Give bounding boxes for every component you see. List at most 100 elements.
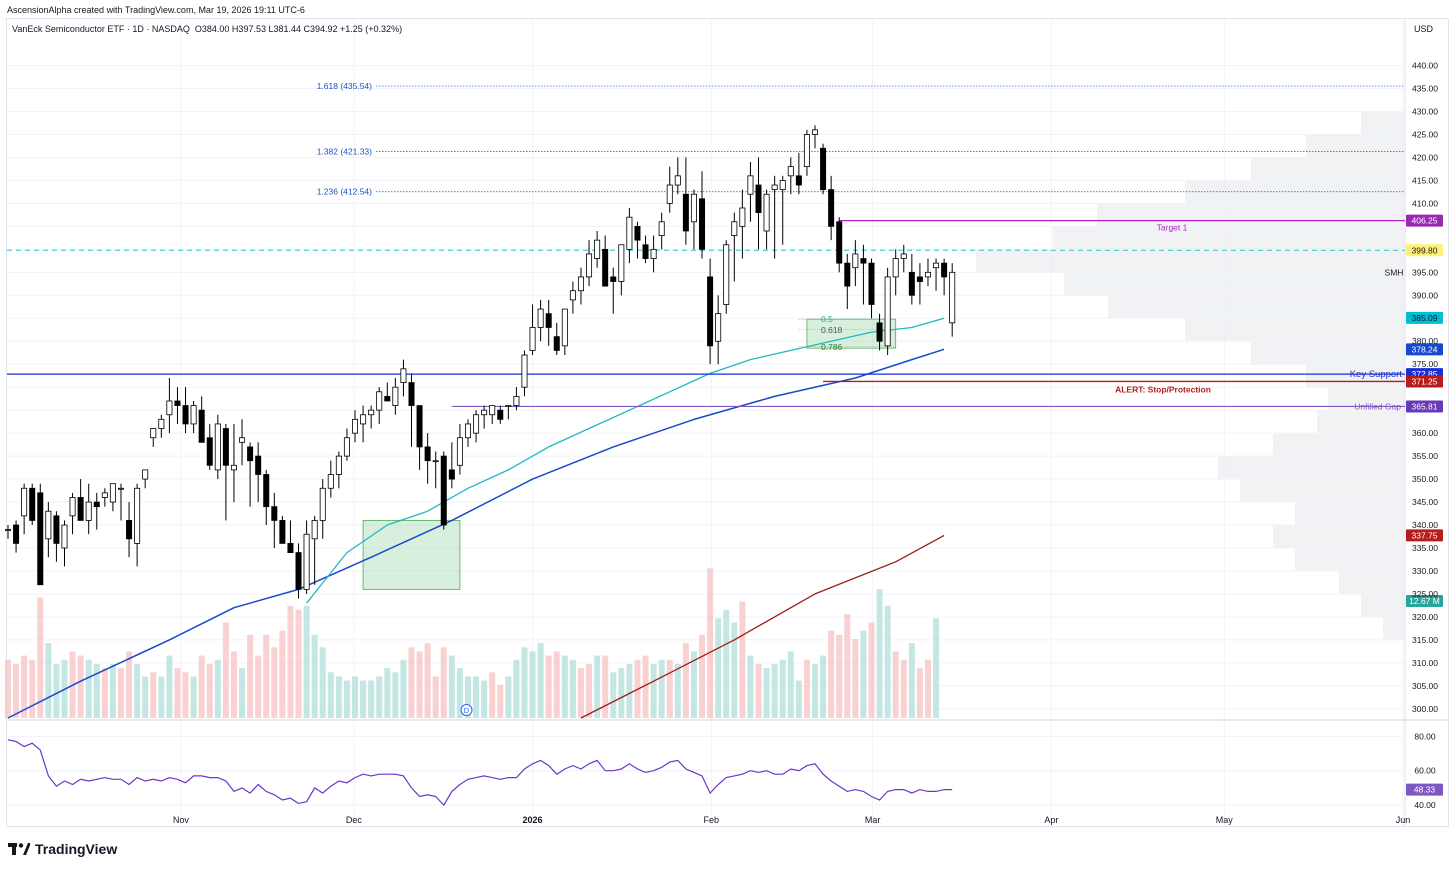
- candle[interactable]: [448, 442, 455, 489]
- candle[interactable]: [949, 263, 956, 337]
- candle[interactable]: [513, 387, 520, 411]
- candle[interactable]: [456, 423, 463, 475]
- candle[interactable]: [239, 419, 246, 466]
- candle[interactable]: [634, 221, 641, 259]
- candle[interactable]: [900, 244, 907, 273]
- candle[interactable]: [319, 479, 326, 539]
- candle[interactable]: [763, 189, 770, 250]
- candle[interactable]: [529, 304, 536, 356]
- candle[interactable]: [247, 442, 254, 507]
- candle[interactable]: [618, 244, 625, 296]
- candle[interactable]: [569, 281, 576, 314]
- candle[interactable]: [884, 267, 891, 356]
- candle[interactable]: [941, 258, 948, 296]
- candle[interactable]: [666, 166, 673, 213]
- rsi-line[interactable]: [7, 739, 953, 807]
- candle[interactable]: [908, 253, 915, 305]
- candle[interactable]: [747, 162, 754, 222]
- candle[interactable]: [93, 492, 100, 530]
- candle[interactable]: [109, 483, 116, 512]
- candle[interactable]: [29, 483, 36, 526]
- candle[interactable]: [376, 387, 383, 424]
- candle[interactable]: [464, 419, 471, 447]
- candle[interactable]: [473, 410, 480, 443]
- dividend-marker-icon[interactable]: [460, 704, 473, 716]
- candle[interactable]: [190, 400, 197, 434]
- candle[interactable]: [868, 258, 875, 319]
- candle[interactable]: [626, 208, 633, 264]
- candle[interactable]: [779, 175, 786, 245]
- candle[interactable]: [182, 387, 189, 434]
- candle[interactable]: [279, 515, 286, 544]
- candle[interactable]: [933, 258, 940, 291]
- candle[interactable]: [198, 396, 205, 443]
- candle[interactable]: [771, 175, 778, 259]
- candle[interactable]: [360, 405, 367, 443]
- candle[interactable]: [206, 423, 213, 470]
- candle[interactable]: [682, 157, 689, 245]
- candle[interactable]: [755, 157, 762, 250]
- candle[interactable]: [610, 267, 617, 314]
- candle[interactable]: [21, 483, 28, 535]
- candle[interactable]: [674, 157, 681, 195]
- candle[interactable]: [924, 258, 931, 287]
- candle[interactable]: [812, 125, 819, 149]
- candle[interactable]: [255, 442, 262, 503]
- candle[interactable]: [392, 378, 399, 415]
- candle[interactable]: [271, 492, 278, 548]
- candle[interactable]: [723, 240, 730, 314]
- demand-zone[interactable]: [362, 520, 461, 590]
- candle[interactable]: [787, 157, 794, 195]
- candle[interactable]: [37, 483, 44, 586]
- candle[interactable]: [287, 520, 294, 553]
- candle[interactable]: [489, 405, 496, 424]
- symbol-legend[interactable]: VanEck Semiconductor ETF · 1D · NASDAQ O…: [12, 24, 402, 34]
- tradingview-logo[interactable]: TradingView: [8, 841, 117, 857]
- candle[interactable]: [384, 382, 391, 402]
- candle[interactable]: [707, 258, 714, 365]
- candle[interactable]: [497, 405, 504, 424]
- candle[interactable]: [602, 235, 609, 287]
- candle[interactable]: [690, 189, 697, 250]
- ema-fast-line[interactable]: [306, 317, 945, 604]
- candle[interactable]: [521, 350, 528, 397]
- candle[interactable]: [699, 171, 706, 259]
- candle[interactable]: [69, 492, 76, 535]
- candle[interactable]: [658, 212, 665, 250]
- candle[interactable]: [150, 428, 157, 447]
- candle[interactable]: [803, 129, 810, 176]
- candle[interactable]: [416, 405, 423, 470]
- candle[interactable]: [545, 299, 552, 346]
- candle[interactable]: [828, 175, 835, 241]
- candle[interactable]: [537, 299, 544, 342]
- candle[interactable]: [739, 189, 746, 259]
- candle[interactable]: [432, 451, 439, 489]
- candle[interactable]: [263, 469, 270, 526]
- candle[interactable]: [594, 230, 601, 268]
- candle[interactable]: [174, 387, 181, 424]
- candle[interactable]: [795, 152, 802, 195]
- candle[interactable]: [101, 488, 108, 507]
- candle[interactable]: [844, 253, 851, 310]
- candle[interactable]: [134, 483, 141, 567]
- candle[interactable]: [85, 483, 92, 535]
- candle[interactable]: [295, 543, 302, 599]
- candle[interactable]: [5, 525, 11, 539]
- candle[interactable]: [77, 479, 84, 521]
- candle[interactable]: [214, 414, 221, 480]
- candle[interactable]: [311, 515, 318, 585]
- candle[interactable]: [230, 423, 237, 503]
- candle[interactable]: [860, 244, 867, 305]
- candle[interactable]: [916, 263, 923, 305]
- candle[interactable]: [408, 373, 415, 447]
- candle[interactable]: [13, 520, 20, 553]
- candle[interactable]: [481, 405, 488, 429]
- candle[interactable]: [561, 308, 568, 356]
- candle[interactable]: [343, 428, 350, 461]
- candle[interactable]: [400, 359, 407, 397]
- candle[interactable]: [126, 502, 133, 558]
- currency-label[interactable]: USD: [1414, 24, 1434, 34]
- candle[interactable]: [424, 433, 431, 484]
- candle[interactable]: [731, 212, 738, 282]
